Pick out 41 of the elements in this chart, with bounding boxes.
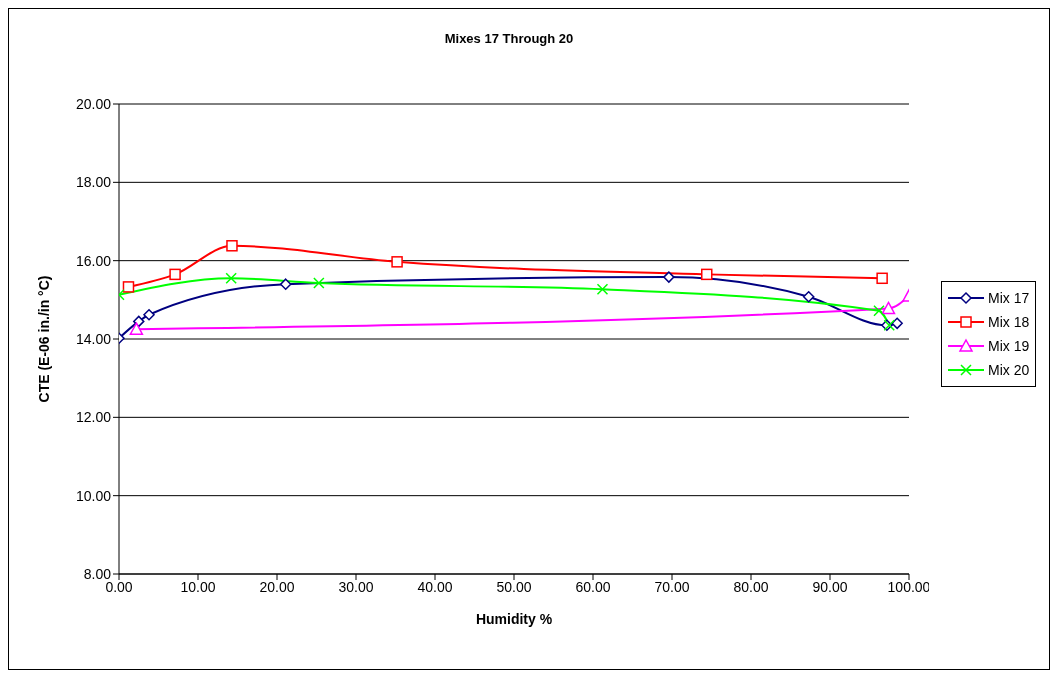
y-tick-label: 20.00 bbox=[75, 95, 112, 112]
point bbox=[881, 301, 896, 315]
legend-label: Mix 17 bbox=[988, 290, 1030, 306]
point bbox=[802, 290, 815, 303]
x-tick-label: 20.00 bbox=[259, 578, 295, 595]
point bbox=[873, 305, 885, 317]
legend-label: Mix 18 bbox=[988, 314, 1030, 330]
x-tick-label: 10.00 bbox=[180, 578, 216, 595]
y-tick-label: 16.00 bbox=[75, 252, 112, 269]
point bbox=[169, 268, 181, 281]
x-tick-label: 30.00 bbox=[338, 578, 374, 595]
x-tick-label: 50.00 bbox=[496, 578, 532, 595]
point bbox=[225, 272, 237, 285]
point bbox=[596, 283, 609, 296]
x-tick-label: 40.00 bbox=[417, 578, 453, 595]
x-tick-label: 100.00 bbox=[887, 578, 931, 595]
point bbox=[876, 272, 888, 285]
chart-title: Mixes 17 Through 20 bbox=[443, 31, 575, 46]
x-tick-label: 90.00 bbox=[812, 578, 848, 595]
y-tick-label: 10.00 bbox=[75, 487, 112, 504]
point bbox=[226, 240, 238, 252]
legend-label: Mix 20 bbox=[988, 362, 1030, 378]
point bbox=[891, 317, 903, 330]
y-tick-label: 12.00 bbox=[75, 409, 112, 426]
y-axis-title: CTE (E-06 in./in °C) bbox=[35, 275, 52, 403]
point bbox=[663, 271, 675, 283]
legend-label: Mix 19 bbox=[988, 338, 1030, 354]
point bbox=[143, 308, 155, 321]
x-tick-label: 60.00 bbox=[575, 578, 611, 595]
x-tick-label: 70.00 bbox=[654, 578, 690, 595]
x-axis-title: Humidity % bbox=[475, 611, 553, 627]
x-tick-label: 80.00 bbox=[733, 578, 769, 595]
point bbox=[313, 277, 325, 289]
y-tick-label: 14.00 bbox=[75, 330, 112, 347]
point bbox=[133, 315, 145, 328]
y-tick-label: 18.00 bbox=[75, 174, 112, 191]
point bbox=[391, 256, 403, 268]
point bbox=[122, 281, 135, 293]
point bbox=[129, 322, 144, 335]
point bbox=[701, 268, 713, 281]
point bbox=[279, 278, 292, 290]
